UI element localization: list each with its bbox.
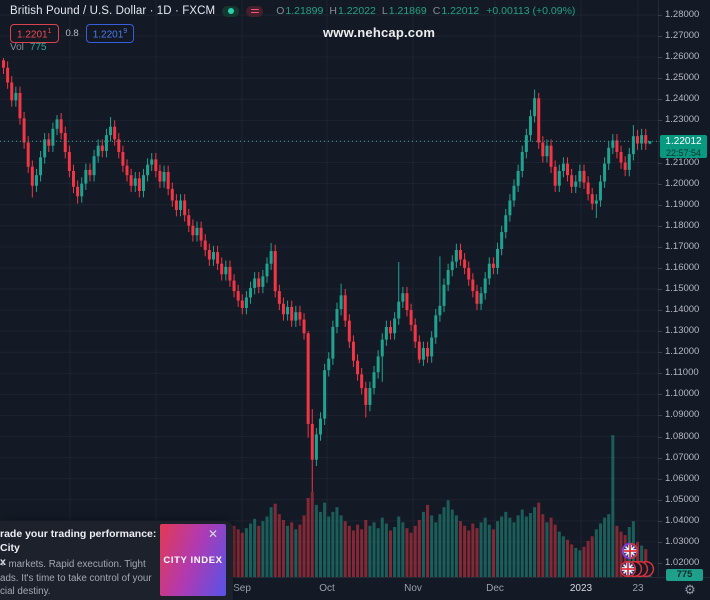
open-value: 1.21899	[285, 5, 324, 17]
price-tick-label: 1.07000	[657, 451, 700, 463]
last-price-value: 1.22012	[665, 136, 702, 148]
price-tick-label: 1.03000	[657, 535, 700, 547]
time-tick-label: Nov	[404, 583, 422, 594]
low-label: L	[381, 5, 388, 17]
price-tick-label: 1.17000	[657, 240, 700, 252]
spread-value: 0.8	[65, 28, 79, 40]
price-tick-label: 1.26000	[657, 51, 700, 63]
price-tick-label: 1.06000	[657, 472, 700, 484]
grid-lines	[0, 0, 658, 577]
price-tick-label: 1.27000	[657, 30, 700, 42]
price-tick-label: 1.09000	[657, 409, 700, 421]
ad-logo[interactable]: CITY INDEX	[160, 524, 226, 596]
price-tick-label: 1.25000	[657, 72, 700, 84]
close-value: 1.22012	[441, 5, 480, 17]
price-axis[interactable]: 1.02000 1.03000 1.04000 1.05000 1.06000 1.070…	[657, 0, 710, 577]
price-tick-label: 1.11000	[658, 367, 699, 379]
economic-event-flags[interactable]	[616, 542, 662, 578]
price-tick-label: 1.02000	[657, 557, 700, 568]
high-label: H	[329, 5, 337, 17]
price-tick-label: 1.19000	[657, 198, 700, 210]
time-tick-label: Dec	[486, 583, 504, 594]
watermark-text: www.nehcap.com	[323, 25, 436, 40]
symbol-title[interactable]: British Pound / U.S. Dollar · 1D · FXCM	[10, 5, 216, 17]
bid-ask-row: 1.22011 0.8 1.22019	[10, 24, 135, 44]
close-label: C	[432, 5, 441, 17]
ad-panel: rade your trading performance: City x + m…	[0, 521, 233, 600]
volume-indicator-legend[interactable]: Vol 775	[10, 42, 47, 53]
settings-gear-icon[interactable]: ⚙	[684, 582, 696, 597]
price-tick-label: 1.28000	[657, 9, 700, 20]
price-tick-label: 1.04000	[657, 514, 700, 526]
candles-series	[2, 57, 652, 493]
price-tick-label: 1.16000	[657, 261, 700, 273]
open-label: O	[276, 5, 285, 17]
last-price-label: 1.22012 22:57:54	[660, 135, 707, 159]
price-tick-label: 1.23000	[657, 114, 700, 126]
price-tick-label: 1.14000	[657, 304, 700, 316]
price-tick-label: 1.08000	[657, 430, 700, 442]
high-value: 1.22022	[337, 5, 376, 17]
time-tick-label: Sep	[233, 583, 251, 594]
ad-close-icon[interactable]: ✕	[207, 527, 219, 541]
price-tick-label: 1.18000	[657, 219, 700, 231]
time-tick-label: 23	[632, 583, 644, 594]
buy-button[interactable]: 1.22019	[85, 24, 135, 44]
ohlc-values: O1.21899 H1.22022 L1.21869 C1.22012 +0.0…	[276, 5, 575, 17]
price-tick-label: 1.21000	[657, 156, 700, 168]
sell-button[interactable]: 1.22011	[10, 24, 59, 44]
time-tick-label: Oct	[319, 583, 335, 594]
price-tick-label: 1.15000	[657, 283, 700, 294]
event-flag-single[interactable]	[621, 542, 639, 560]
price-tick-label: 1.05000	[657, 493, 700, 505]
price-tick-label: 1.10000	[657, 388, 700, 400]
data-mode-icon[interactable]	[246, 5, 264, 17]
volume-current-value: 775	[29, 42, 47, 53]
change-value: +0.00113 (+0.09%)	[486, 5, 576, 17]
event-flag-stack[interactable]	[619, 560, 655, 578]
volume-axis-badge: 775	[666, 569, 703, 581]
bar-countdown-timer: 22:57:54	[665, 148, 702, 159]
price-tick-label: 1.24000	[657, 93, 700, 105]
price-tick-label: 1.13000	[657, 325, 700, 337]
price-tick-label: 1.12000	[657, 346, 700, 358]
ad-headline: rade your trading performance: City x	[0, 528, 157, 568]
volume-label: Vol	[10, 42, 24, 53]
symbol-header: British Pound / U.S. Dollar · 1D · FXCM …	[10, 5, 575, 17]
time-tick-label: 2023	[569, 583, 593, 594]
low-value: 1.21869	[388, 5, 427, 17]
ad-body-text: + markets. Rapid execution. Tight ads. I…	[0, 559, 152, 597]
price-tick-label: 1.20000	[657, 177, 700, 189]
market-status-dot-icon[interactable]	[222, 5, 240, 17]
